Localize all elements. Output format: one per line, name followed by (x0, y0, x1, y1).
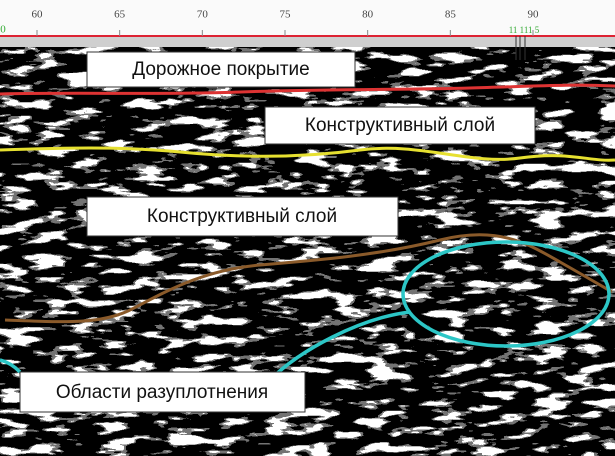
layer-line (0, 146, 615, 162)
ruler-tick-label: 90 (528, 9, 540, 21)
label-box (264, 106, 536, 145)
pointer (0, 358, 22, 374)
ruler-tick-label: 70 (197, 9, 209, 21)
ruler-tick-label: 80 (362, 9, 374, 21)
annotation: Дорожное покрытие (132, 59, 309, 80)
layer-line-deep (4, 233, 613, 324)
decompaction-area (401, 240, 611, 348)
annotation: Области разуплотнения (56, 382, 268, 403)
ruler-ticks: 60 65 70 75 80 85 90 (32, 9, 540, 36)
ruler-tick-label: 60 (32, 9, 44, 21)
marker-label: 11 111 5 (509, 25, 540, 35)
pointer (268, 310, 411, 382)
label-box (86, 51, 356, 88)
label-box (19, 371, 306, 413)
annotation: Конструктивный слой (305, 115, 495, 136)
road-surface-line (0, 83, 615, 96)
label-box (86, 196, 399, 237)
edge-label: 0 (0, 24, 6, 36)
ruler-tick-label: 65 (114, 9, 126, 21)
ruler (0, 0, 615, 36)
ruler-band (0, 37, 615, 47)
ruler-tick-label: 85 (445, 9, 457, 21)
ruler-tick-label: 75 (280, 9, 292, 21)
annotation: Конструктивный слой (147, 206, 337, 227)
